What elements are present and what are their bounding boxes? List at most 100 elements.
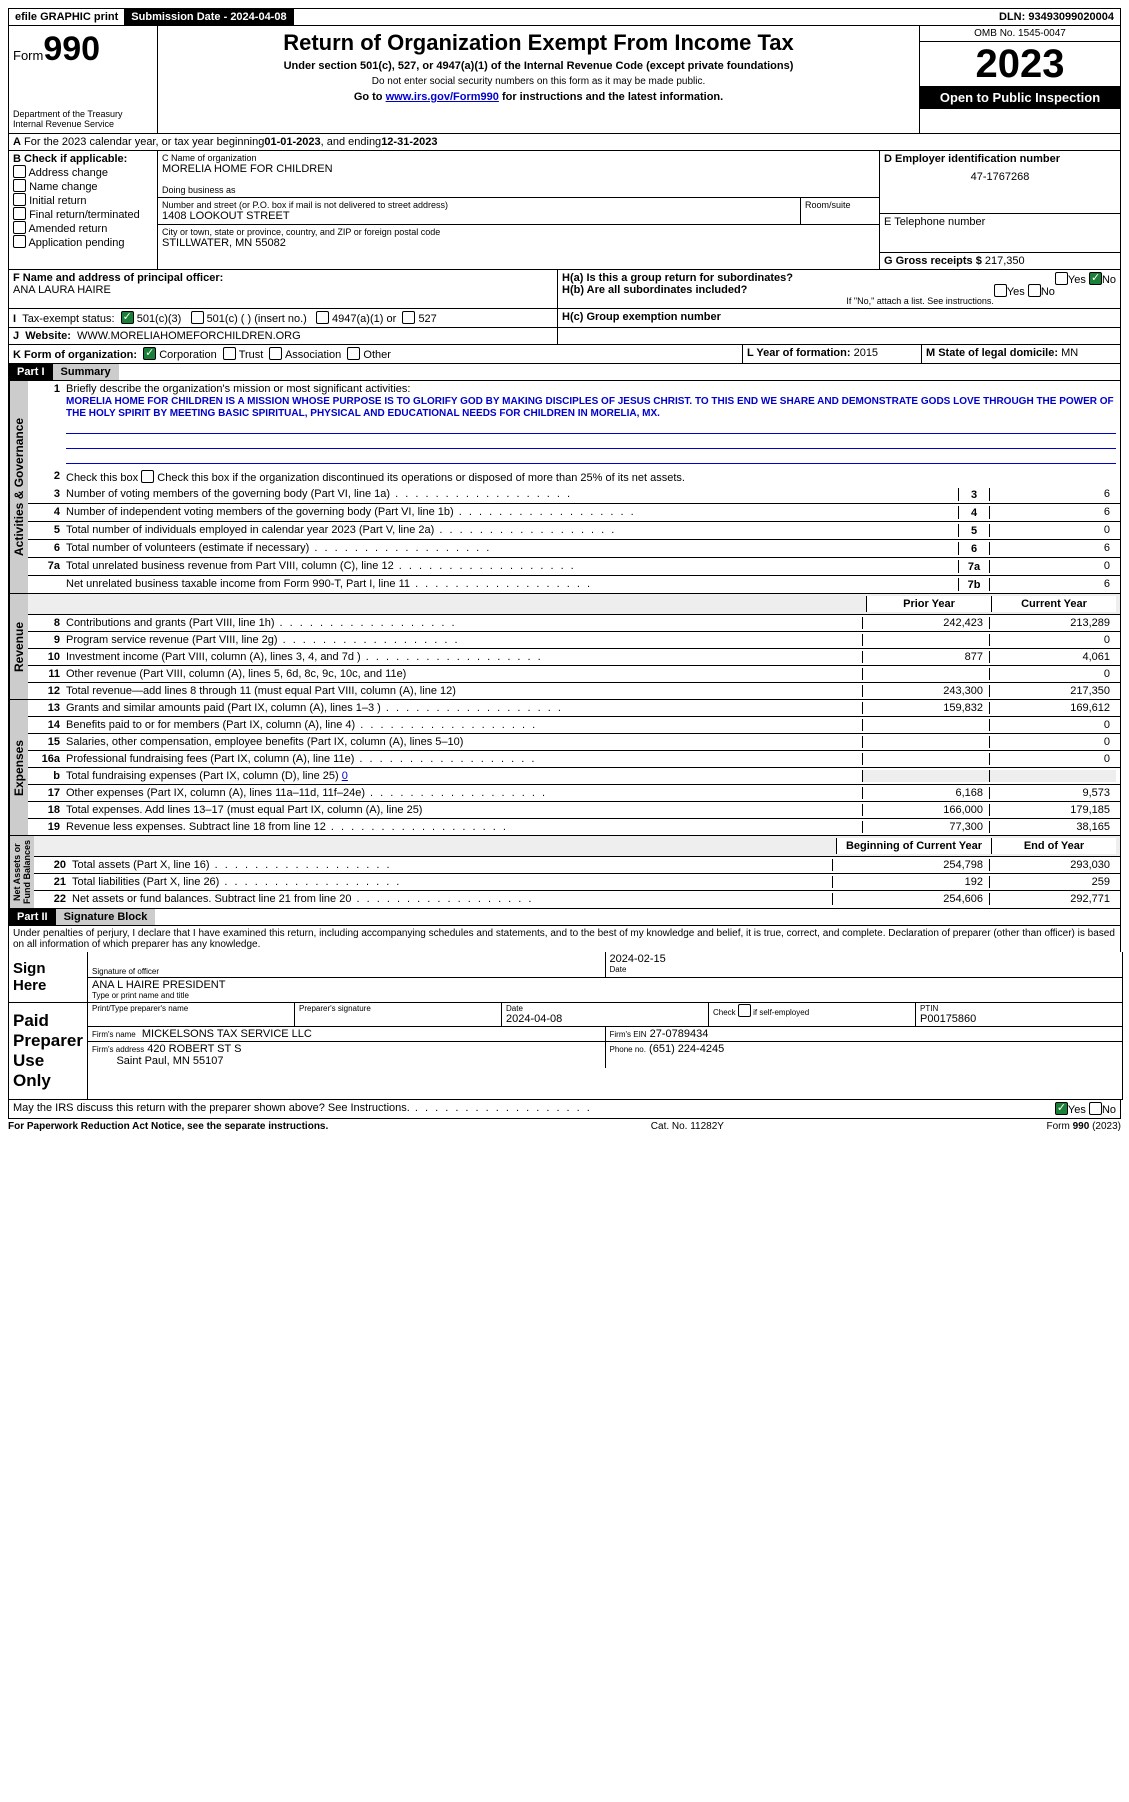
subtitle-2: Do not enter social security numbers on … bbox=[166, 76, 911, 87]
discuss-row: May the IRS discuss this return with the… bbox=[8, 1100, 1121, 1119]
c10: 4,061 bbox=[989, 651, 1116, 663]
cb-trust[interactable] bbox=[223, 347, 236, 360]
cb-4947[interactable] bbox=[316, 311, 329, 324]
website-row: J Website: WWW.MORELIAHOMEFORCHILDREN.OR… bbox=[8, 328, 1121, 345]
firm-name: MICKELSONS TAX SERVICE LLC bbox=[142, 1028, 312, 1040]
p19: 77,300 bbox=[862, 821, 989, 833]
page-footer: For Paperwork Reduction Act Notice, see … bbox=[8, 1119, 1121, 1132]
dln: DLN: 93493099020004 bbox=[993, 9, 1120, 25]
form-number: Form990 bbox=[13, 30, 153, 69]
cb-amended[interactable]: Amended return bbox=[13, 221, 153, 235]
form-org-row: K Form of organization: Corporation Trus… bbox=[8, 345, 1121, 364]
cb-assoc[interactable] bbox=[269, 347, 282, 360]
col-prior: Prior Year bbox=[866, 596, 991, 612]
officer-name: ANA LAURA HAIRE bbox=[13, 284, 553, 296]
subtitle-3: Go to www.irs.gov/Form990 for instructio… bbox=[166, 91, 911, 103]
org-name: MORELIA HOME FOR CHILDREN bbox=[162, 163, 875, 175]
street-address: 1408 LOOKOUT STREET bbox=[162, 210, 796, 222]
firm-addr1: 420 ROBERT ST S bbox=[147, 1043, 241, 1055]
sig-officer-label: Signature of officer bbox=[92, 967, 601, 976]
e21: 259 bbox=[989, 876, 1116, 888]
governance-tab: Activities & Governance bbox=[9, 381, 28, 593]
netassets-tab: Net Assets orFund Balances bbox=[9, 836, 34, 908]
f-label: F Name and address of principal officer: bbox=[13, 272, 553, 284]
perjury-text: Under penalties of perjury, I declare th… bbox=[8, 926, 1121, 952]
c11: 0 bbox=[989, 668, 1116, 680]
room-label: Room/suite bbox=[801, 198, 879, 224]
val-3: 6 bbox=[990, 488, 1116, 501]
cb-discontinued[interactable] bbox=[141, 470, 154, 483]
form990-link[interactable]: www.irs.gov/Form990 bbox=[386, 91, 499, 103]
hb-label: H(b) Are all subordinates included? Yes … bbox=[562, 284, 1116, 296]
c16b bbox=[989, 770, 1116, 782]
paid-preparer-block: Paid Preparer Use Only Print/Type prepar… bbox=[8, 1003, 1123, 1100]
firm-addr2: Saint Paul, MN 55107 bbox=[116, 1055, 223, 1067]
val-7a: 0 bbox=[990, 560, 1116, 573]
c14: 0 bbox=[989, 719, 1116, 731]
irs-label: Internal Revenue Service bbox=[13, 119, 153, 129]
cb-501c3[interactable] bbox=[121, 311, 134, 324]
dba-label: Doing business as bbox=[162, 185, 875, 195]
officer-block: F Name and address of principal officer:… bbox=[8, 270, 1121, 309]
c-name-label: C Name of organization bbox=[162, 153, 875, 163]
c9: 0 bbox=[989, 634, 1116, 646]
fundraising-link[interactable]: 0 bbox=[342, 770, 348, 782]
cb-discuss-no[interactable] bbox=[1089, 1102, 1102, 1115]
cb-name[interactable]: Name change bbox=[13, 179, 153, 193]
sign-date: 2024-02-15 bbox=[610, 953, 1119, 965]
p13: 159,832 bbox=[862, 702, 989, 714]
col-boy: Beginning of Current Year bbox=[836, 838, 991, 854]
p18: 166,000 bbox=[862, 804, 989, 816]
p12: 243,300 bbox=[862, 685, 989, 697]
cb-initial[interactable]: Initial return bbox=[13, 193, 153, 207]
form-ref: Form 990 (2023) bbox=[1047, 1121, 1121, 1132]
form-title: Return of Organization Exempt From Incom… bbox=[166, 30, 911, 56]
cb-501c[interactable] bbox=[191, 311, 204, 324]
revenue-tab: Revenue bbox=[9, 594, 28, 699]
hc-label: H(c) Group exemption number bbox=[562, 311, 721, 323]
tax-status-row: I Tax-exempt status: 501(c)(3) 501(c) ( … bbox=[8, 309, 1121, 328]
d-label: D Employer identification number bbox=[884, 153, 1116, 165]
gross-receipts: 217,350 bbox=[985, 255, 1025, 267]
c17: 9,573 bbox=[989, 787, 1116, 799]
p17: 6,168 bbox=[862, 787, 989, 799]
cb-final[interactable]: Final return/terminated bbox=[13, 207, 153, 221]
cat-no: Cat. No. 11282Y bbox=[651, 1121, 724, 1132]
firm-phone: (651) 224-4245 bbox=[649, 1043, 724, 1055]
governance-section: Activities & Governance 1 Briefly descri… bbox=[8, 381, 1121, 594]
val-7b: 6 bbox=[990, 578, 1116, 591]
sign-here-label: Sign Here bbox=[9, 952, 88, 1002]
entity-block: B Check if applicable: Address change Na… bbox=[8, 151, 1121, 270]
e-label: E Telephone number bbox=[884, 216, 1116, 228]
c18: 179,185 bbox=[989, 804, 1116, 816]
e22: 292,771 bbox=[989, 893, 1116, 905]
dept-treasury: Department of the Treasury bbox=[13, 109, 153, 119]
p16b bbox=[862, 770, 989, 782]
p16a bbox=[862, 753, 989, 765]
city-label: City or town, state or province, country… bbox=[162, 227, 875, 237]
cb-527[interactable] bbox=[402, 311, 415, 324]
cb-discuss-yes[interactable] bbox=[1055, 1102, 1068, 1115]
addr-label: Number and street (or P.O. box if mail i… bbox=[162, 200, 796, 210]
val-5: 0 bbox=[990, 524, 1116, 537]
c15: 0 bbox=[989, 736, 1116, 748]
ptin: P00175860 bbox=[920, 1013, 1118, 1025]
top-bar: efile GRAPHIC print Submission Date - 20… bbox=[8, 8, 1121, 26]
revenue-section: Revenue Prior YearCurrent Year 8Contribu… bbox=[8, 594, 1121, 700]
tax-year: 2023 bbox=[920, 42, 1120, 86]
legal-domicile: MN bbox=[1061, 347, 1078, 359]
part2-header: Part IISignature Block bbox=[8, 909, 1121, 926]
cb-other[interactable] bbox=[347, 347, 360, 360]
val-6: 6 bbox=[990, 542, 1116, 555]
b20: 254,798 bbox=[832, 859, 989, 871]
cb-pending[interactable]: Application pending bbox=[13, 235, 153, 249]
cb-address[interactable]: Address change bbox=[13, 165, 153, 179]
e20: 293,030 bbox=[989, 859, 1116, 871]
expenses-section: Expenses 13Grants and similar amounts pa… bbox=[8, 700, 1121, 836]
cb-selfemp[interactable] bbox=[738, 1004, 751, 1017]
cb-corp[interactable] bbox=[143, 347, 156, 360]
prep-date: 2024-04-08 bbox=[506, 1013, 704, 1025]
website-url: WWW.MORELIAHOMEFORCHILDREN.ORG bbox=[77, 330, 301, 342]
omb-number: OMB No. 1545-0047 bbox=[920, 26, 1120, 42]
b22: 254,606 bbox=[832, 893, 989, 905]
